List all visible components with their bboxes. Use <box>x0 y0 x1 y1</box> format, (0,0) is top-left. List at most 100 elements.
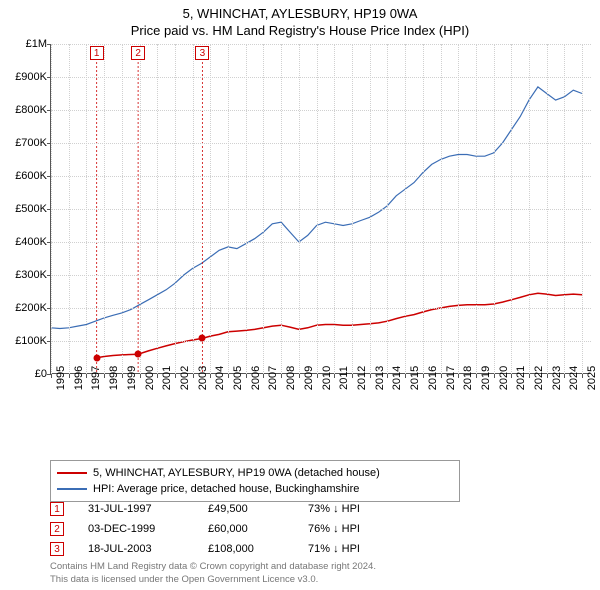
legend-row: 5, WHINCHAT, AYLESBURY, HP19 0WA (detach… <box>57 465 453 481</box>
gridline-h <box>51 176 591 177</box>
x-tick-mark <box>246 374 247 378</box>
x-tick-mark <box>317 374 318 378</box>
sale-row: 318-JUL-2003£108,00071% ↓ HPI <box>50 542 590 556</box>
legend-label: 5, WHINCHAT, AYLESBURY, HP19 0WA (detach… <box>93 467 380 479</box>
footer-line-2: This data is licensed under the Open Gov… <box>50 574 376 586</box>
gridline-v <box>476 44 477 374</box>
y-tick-label: £300K <box>3 269 47 281</box>
x-tick-mark <box>441 374 442 378</box>
x-tick-mark <box>86 374 87 378</box>
x-tick-label: 2025 <box>586 366 598 390</box>
sale-point <box>199 335 206 342</box>
gridline-v <box>157 44 158 374</box>
gridline-v <box>387 44 388 374</box>
legend-swatch <box>57 488 87 490</box>
legend-box: 5, WHINCHAT, AYLESBURY, HP19 0WA (detach… <box>50 460 460 502</box>
gridline-v <box>582 44 583 374</box>
gridline-v <box>122 44 123 374</box>
gridline-h <box>51 110 591 111</box>
gridline-v <box>263 44 264 374</box>
sale-row-diff: 71% ↓ HPI <box>308 543 408 555</box>
x-tick-mark <box>582 374 583 378</box>
gridline-v <box>86 44 87 374</box>
gridline-v <box>175 44 176 374</box>
gridline-v <box>511 44 512 374</box>
x-tick-label: 2009 <box>303 366 315 390</box>
x-tick-label: 1997 <box>90 366 102 390</box>
y-tick-label: £0 <box>3 368 47 380</box>
x-tick-mark <box>511 374 512 378</box>
sale-row-marker: 2 <box>50 522 64 536</box>
gridline-v <box>405 44 406 374</box>
gridline-v <box>210 44 211 374</box>
chart-container: 5, WHINCHAT, AYLESBURY, HP19 0WA Price p… <box>0 0 600 590</box>
x-tick-mark <box>352 374 353 378</box>
gridline-v <box>564 44 565 374</box>
x-tick-label: 2019 <box>480 366 492 390</box>
gridline-h <box>51 341 591 342</box>
gridline-h <box>51 242 591 243</box>
x-tick-mark <box>263 374 264 378</box>
series-line-property <box>97 293 582 358</box>
legend-swatch <box>57 472 87 474</box>
gridline-h <box>51 143 591 144</box>
gridline-h <box>51 308 591 309</box>
sale-row-date: 03-DEC-1999 <box>88 523 208 535</box>
x-tick-mark <box>494 374 495 378</box>
footer-line-1: Contains HM Land Registry data © Crown c… <box>50 561 376 573</box>
x-tick-label: 2007 <box>267 366 279 390</box>
gridline-v <box>334 44 335 374</box>
y-tick-label: £700K <box>3 137 47 149</box>
sale-row-marker: 1 <box>50 502 64 516</box>
gridline-h <box>51 44 591 45</box>
x-tick-mark <box>547 374 548 378</box>
y-tick-label: £1M <box>3 38 47 50</box>
y-tick-label: £900K <box>3 71 47 83</box>
gridline-v <box>370 44 371 374</box>
x-tick-mark <box>334 374 335 378</box>
x-tick-mark <box>69 374 70 378</box>
x-tick-label: 2011 <box>338 366 350 390</box>
x-tick-mark <box>210 374 211 378</box>
x-tick-mark <box>458 374 459 378</box>
x-tick-mark <box>476 374 477 378</box>
gridline-v <box>529 44 530 374</box>
x-tick-label: 2000 <box>144 366 156 390</box>
legend-label: HPI: Average price, detached house, Buck… <box>93 483 359 495</box>
x-tick-label: 2006 <box>250 366 262 390</box>
sale-row-price: £108,000 <box>208 543 308 555</box>
x-tick-label: 2021 <box>515 366 527 390</box>
x-tick-label: 2005 <box>232 366 244 390</box>
x-tick-label: 2004 <box>214 366 226 390</box>
x-tick-label: 2010 <box>321 366 333 390</box>
x-tick-mark <box>104 374 105 378</box>
sale-point <box>135 351 142 358</box>
plot-area: £0£100K£200K£300K£400K£500K£600K£700K£80… <box>50 44 590 374</box>
gridline-h <box>51 209 591 210</box>
x-tick-label: 2003 <box>197 366 209 390</box>
x-tick-mark <box>529 374 530 378</box>
x-tick-mark <box>122 374 123 378</box>
y-tick-label: £500K <box>3 203 47 215</box>
gridline-v <box>140 44 141 374</box>
sale-row-price: £60,000 <box>208 523 308 535</box>
x-tick-label: 2020 <box>498 366 510 390</box>
gridline-v <box>458 44 459 374</box>
x-tick-label: 1999 <box>126 366 138 390</box>
sale-point <box>93 354 100 361</box>
x-tick-label: 2024 <box>568 366 580 390</box>
sale-marker-box: 3 <box>195 46 209 60</box>
sale-row-diff: 73% ↓ HPI <box>308 503 408 515</box>
legend-row: HPI: Average price, detached house, Buck… <box>57 481 453 497</box>
sale-row-price: £49,500 <box>208 503 308 515</box>
x-tick-label: 2022 <box>533 366 545 390</box>
x-tick-label: 2002 <box>179 366 191 390</box>
x-tick-mark <box>175 374 176 378</box>
x-tick-label: 1995 <box>55 366 67 390</box>
gridline-v <box>423 44 424 374</box>
gridline-v <box>246 44 247 374</box>
gridline-v <box>441 44 442 374</box>
x-tick-mark <box>405 374 406 378</box>
sale-marker-box: 1 <box>90 46 104 60</box>
title-main: 5, WHINCHAT, AYLESBURY, HP19 0WA <box>0 6 600 21</box>
